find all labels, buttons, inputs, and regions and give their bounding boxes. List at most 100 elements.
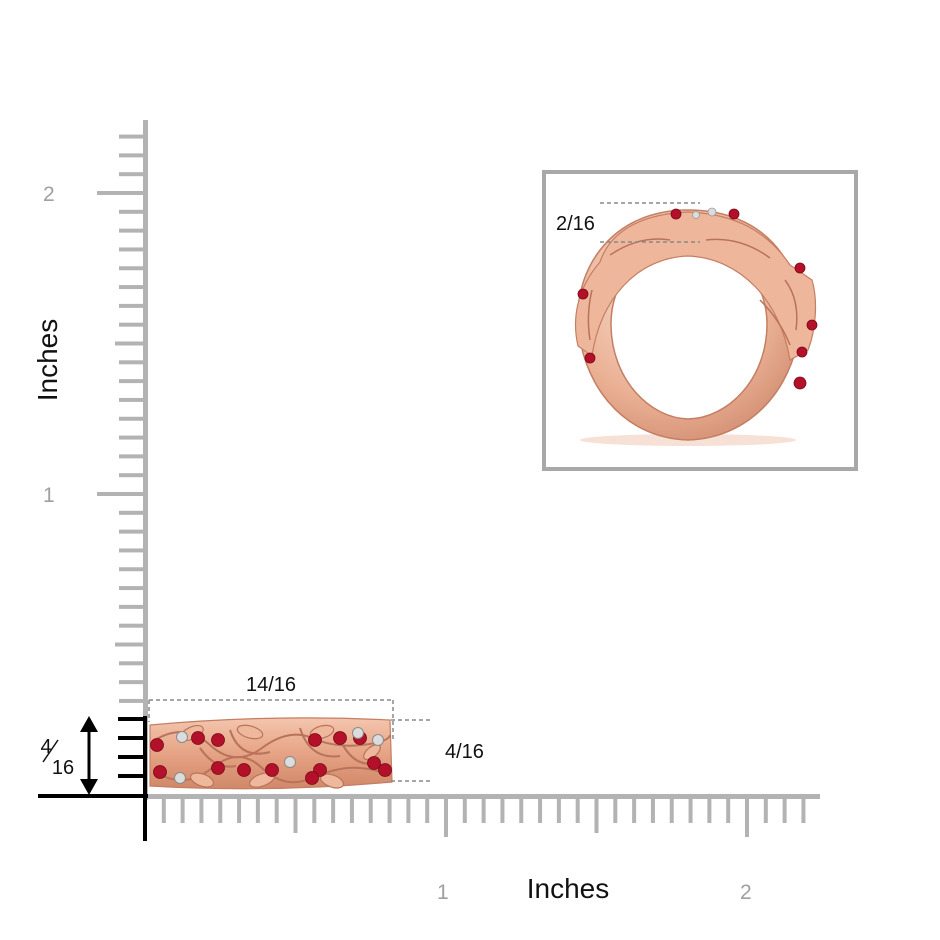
y-ruler-tick xyxy=(119,529,145,534)
y-ruler-tick xyxy=(119,153,145,158)
x-ruler-tick xyxy=(387,797,392,823)
ruby-gem xyxy=(378,763,392,777)
diamond-gem xyxy=(176,731,188,743)
y-ruler-tick xyxy=(119,379,145,384)
x-ruler-tick xyxy=(538,797,543,823)
y-ruler-tick xyxy=(115,341,145,346)
y-ruler-tick xyxy=(119,209,145,214)
ruby-gem xyxy=(150,738,164,752)
x-tick-label-2: 2 xyxy=(740,881,752,904)
y-ruler-tick xyxy=(119,266,145,271)
y-ruler-tick xyxy=(119,397,145,402)
x-ruler-tick xyxy=(632,797,637,823)
x-ruler-tick xyxy=(462,797,467,823)
x-ruler-tick xyxy=(613,797,618,823)
x-tick-label-1: 1 xyxy=(437,881,449,904)
inset-thickness-label: 2/16 xyxy=(556,213,595,235)
y-ruler-ticks xyxy=(97,134,145,703)
x-ruler-tick xyxy=(349,797,354,823)
x-ruler-tick xyxy=(293,797,298,833)
y-tick-label-2: 2 xyxy=(43,183,55,206)
ruby-gem xyxy=(265,763,279,777)
x-ruler-tick xyxy=(368,797,373,823)
inset-thickness-dimension xyxy=(600,202,700,243)
x-ruler-spine xyxy=(148,794,820,799)
x-ruler-tick xyxy=(519,797,524,823)
diamond-gem xyxy=(174,772,186,784)
y-ruler-tick xyxy=(119,435,145,440)
y-ruler-tick xyxy=(119,228,145,233)
x-ruler-tick xyxy=(745,797,749,837)
x-ruler-tick xyxy=(594,797,599,833)
y-ruler-tick xyxy=(119,360,145,365)
front-view-inset: 2/16 xyxy=(542,170,858,471)
x-ruler-tick xyxy=(331,797,336,823)
origin-short-ticks xyxy=(118,717,146,778)
x-ruler xyxy=(148,794,820,837)
y-ruler-tick xyxy=(119,134,145,139)
y-ruler-tick xyxy=(119,303,145,308)
x-ruler-tick xyxy=(801,797,806,823)
x-ruler-tick xyxy=(237,797,242,823)
diamond-gem xyxy=(372,734,384,746)
side-fraction-slash xyxy=(42,739,59,763)
ruby-gem xyxy=(305,771,319,785)
y-ruler-tick xyxy=(119,247,145,252)
y-ruler-tick xyxy=(119,548,145,553)
y-ruler-tick xyxy=(119,586,145,591)
x-ruler-tick xyxy=(481,797,486,823)
y-ruler-tick xyxy=(119,473,145,478)
ruby-gem xyxy=(211,761,225,775)
ring-diamonds xyxy=(174,727,384,784)
y-ruler-tick xyxy=(119,623,145,628)
x-ruler-tick xyxy=(763,797,768,823)
y-ruler-tick xyxy=(119,661,145,666)
x-ruler-tick xyxy=(425,797,430,823)
y-ruler-spine xyxy=(143,120,148,800)
ruby-gem xyxy=(333,731,347,745)
x-ruler-tick xyxy=(575,797,580,823)
ruby-gem xyxy=(153,765,167,779)
height-dimension-label: 4/16 xyxy=(445,741,484,763)
x-ruler-tick xyxy=(180,797,185,823)
width-dimension xyxy=(148,699,394,740)
y-ruler-tick xyxy=(97,191,145,195)
y-ruler-tick xyxy=(119,680,145,685)
ruby-gem xyxy=(191,731,205,745)
y-ruler xyxy=(97,120,148,800)
ruby-gem xyxy=(237,763,251,777)
x-ruler-tick xyxy=(312,797,317,823)
x-ruler-tick xyxy=(726,797,731,823)
height-dimension xyxy=(391,719,433,782)
x-ruler-tick xyxy=(500,797,505,823)
x-ruler-tick xyxy=(707,797,712,823)
y-ruler-tick xyxy=(119,698,145,703)
x-axis-title: Inches xyxy=(527,873,610,904)
y-axis-origin-line xyxy=(143,716,147,841)
x-ruler-tick xyxy=(161,797,166,823)
x-ruler-tick xyxy=(274,797,279,823)
x-ruler-tick xyxy=(444,797,448,837)
y-ruler-tick xyxy=(119,567,145,572)
x-ruler-tick xyxy=(218,797,223,823)
width-dimension-label: 14/16 xyxy=(246,674,296,696)
side-fraction-denominator: 16 xyxy=(52,757,74,779)
x-axis-origin-line xyxy=(38,794,148,798)
ring-side-view xyxy=(149,717,393,790)
x-ruler-tick xyxy=(255,797,260,823)
rose-gold-vine-band-front-view xyxy=(574,207,818,441)
y-ruler-tick xyxy=(119,285,145,290)
y-ruler-tick xyxy=(115,642,145,647)
diamond-gem xyxy=(284,756,296,768)
y-ruler-tick xyxy=(119,172,145,177)
y-ruler-tick xyxy=(119,510,145,515)
y-ruler-tick xyxy=(119,604,145,609)
ruby-gem xyxy=(308,733,322,747)
x-ruler-tick xyxy=(688,797,693,823)
x-ruler-tick xyxy=(650,797,655,823)
y-ruler-tick xyxy=(119,454,145,459)
side-fraction-numerator: 4 xyxy=(40,736,51,758)
ruby-gem xyxy=(211,733,225,747)
y-ruler-tick xyxy=(119,416,145,421)
